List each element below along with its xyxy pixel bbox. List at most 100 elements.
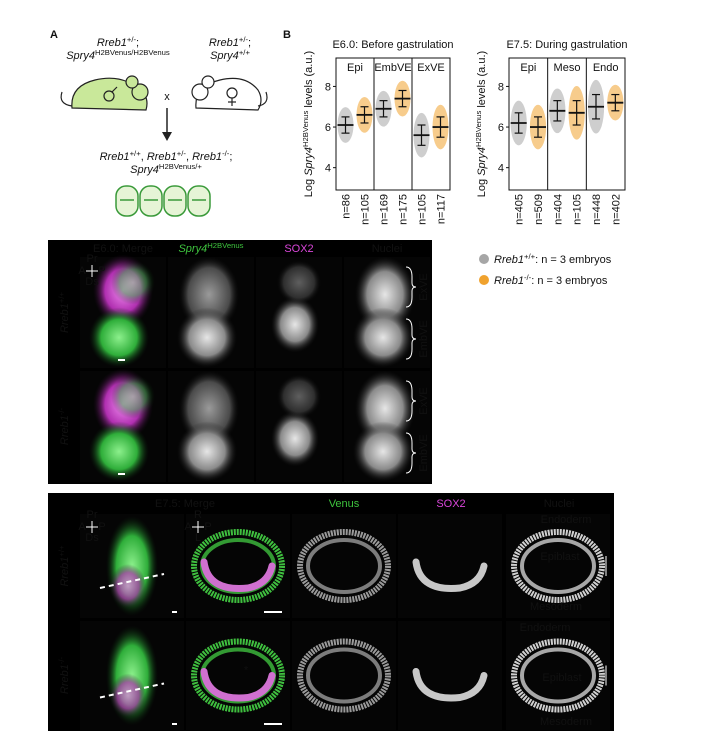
text-part: Rreb1	[209, 37, 239, 49]
text-part: Spry4	[130, 164, 159, 176]
tissue-ring	[191, 638, 285, 713]
marker: *	[244, 665, 249, 677]
text-part: Rreb1	[97, 37, 127, 49]
text-part: Rreb1	[147, 151, 177, 163]
legend-swatch	[479, 254, 489, 264]
x-tick-label: n=448	[591, 194, 603, 225]
text-part: Rreb1	[494, 254, 524, 266]
text-part: Spry4	[210, 50, 239, 62]
legend-entry: Rreb1+/+: n = 3 embryos	[494, 252, 612, 266]
text-part: SOX2	[436, 498, 465, 510]
group-label: Epi	[347, 62, 363, 74]
brace	[405, 318, 417, 360]
text-part: E7.5: Merge	[155, 498, 215, 510]
text-part: Spry4	[178, 243, 207, 255]
legend-swatch	[479, 275, 489, 285]
orientation-label: A	[184, 521, 192, 533]
text-part: -/-	[57, 407, 66, 415]
text-part: +/-	[127, 35, 137, 44]
image-signal	[353, 421, 413, 482]
plot-frame	[508, 57, 626, 191]
section-plane	[99, 573, 165, 589]
text-part: Spry4	[303, 147, 315, 176]
column-header: Spry4H2BVenus	[178, 241, 243, 255]
brace	[405, 266, 417, 308]
x-tick-label: n=175	[398, 194, 410, 225]
text-part: H2BVenus	[301, 111, 310, 147]
y-axis-label: Log Spry4H2BVenus levels (a.u.)	[301, 51, 315, 197]
text-part: Log	[303, 176, 315, 197]
image-signal	[177, 307, 237, 368]
image-signal	[89, 421, 149, 482]
orientation-label: P	[204, 521, 211, 533]
image-signal	[177, 421, 237, 482]
text-part: -/-	[57, 656, 66, 664]
text-part: Rreb1	[59, 415, 71, 445]
orientation-label: A	[78, 521, 86, 533]
image-signal	[277, 260, 321, 305]
cross-arrow	[162, 108, 172, 141]
x-tick-label: n=404	[552, 194, 564, 225]
tissue-ring	[520, 538, 596, 594]
image-signal	[111, 260, 155, 305]
column-header: E7.5: Merge	[155, 498, 215, 510]
mouse-illustration	[60, 75, 268, 111]
orientation-label: R	[194, 509, 202, 521]
tissue-ring	[191, 529, 285, 603]
cross-symbol: x	[164, 91, 170, 103]
chart-title: E7.5: During gastrulation	[506, 39, 627, 51]
orientation-label: P	[98, 521, 105, 533]
text-part: H2BVenus/+	[159, 162, 202, 171]
text-part: H2BVenus	[474, 111, 483, 147]
text-part: SOX2	[284, 243, 313, 255]
text-part: H2BVenus/H2BVenus	[95, 48, 170, 57]
text-part: levels (a.u.)	[476, 51, 488, 111]
y-tick-label: 8	[325, 81, 331, 93]
x-tick-label: n=86	[341, 194, 353, 219]
column-header: Venus	[329, 498, 360, 510]
tissue-ring	[306, 647, 382, 704]
orientation-label: A	[78, 265, 86, 277]
text-part: ,	[141, 151, 147, 163]
genotype-text: Rreb1+/-;	[97, 35, 139, 49]
column-header: SOX2	[436, 498, 465, 510]
sox2-arc	[412, 668, 488, 702]
orientation-label: Pr	[87, 253, 98, 265]
x-tick-label: n=169	[379, 194, 391, 225]
text-part: ;	[248, 37, 251, 49]
text-part: H2BVenus	[207, 241, 243, 250]
text-part: Rreb1	[59, 664, 71, 694]
group-label: Epi	[520, 62, 536, 74]
region-label: EmbVE	[418, 320, 430, 357]
image-signal	[110, 564, 146, 608]
orientation-label: Ds	[85, 532, 99, 544]
image-signal	[277, 374, 321, 419]
y-tick-label: 8	[498, 81, 504, 93]
image-signal	[89, 307, 149, 368]
region-label: EmbVE	[418, 434, 430, 471]
x-tick-label: n=105	[360, 194, 372, 225]
region-label: ExVE	[418, 387, 430, 415]
y-tick-label: 6	[325, 122, 331, 134]
text-part: +/-	[177, 149, 187, 158]
row-label: Rreb1-/-	[57, 407, 71, 445]
text-part: Nuclei	[544, 498, 575, 510]
text-part: Rreb1	[494, 275, 524, 287]
orientation-label: L	[195, 532, 201, 544]
orientation-label: Ds	[85, 276, 99, 288]
embryo-icons	[115, 185, 211, 217]
tissue-label: Endoderm	[520, 622, 571, 634]
text-part: Rreb1	[59, 557, 71, 587]
sox2-arc	[412, 558, 488, 592]
sox2-arc	[200, 668, 276, 702]
text-part: -/-	[222, 149, 230, 158]
column-header: E6.0: Merge	[93, 243, 153, 255]
chart-title: E6.0: Before gastrulation	[332, 39, 453, 51]
orientation-label: Pr	[87, 509, 98, 521]
orientation-label: P	[98, 265, 105, 277]
text-part: : n = 3 embryos	[535, 254, 612, 266]
image-signal	[110, 673, 146, 718]
genotype-text: Spry4+/+	[210, 48, 250, 62]
